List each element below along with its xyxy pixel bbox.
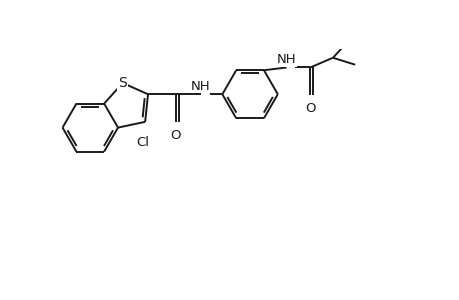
Text: S: S [118,76,127,90]
Text: Cl: Cl [136,136,149,149]
Text: NH: NH [276,53,296,66]
Text: NH: NH [190,80,210,93]
Text: O: O [170,129,181,142]
Text: O: O [304,102,315,115]
